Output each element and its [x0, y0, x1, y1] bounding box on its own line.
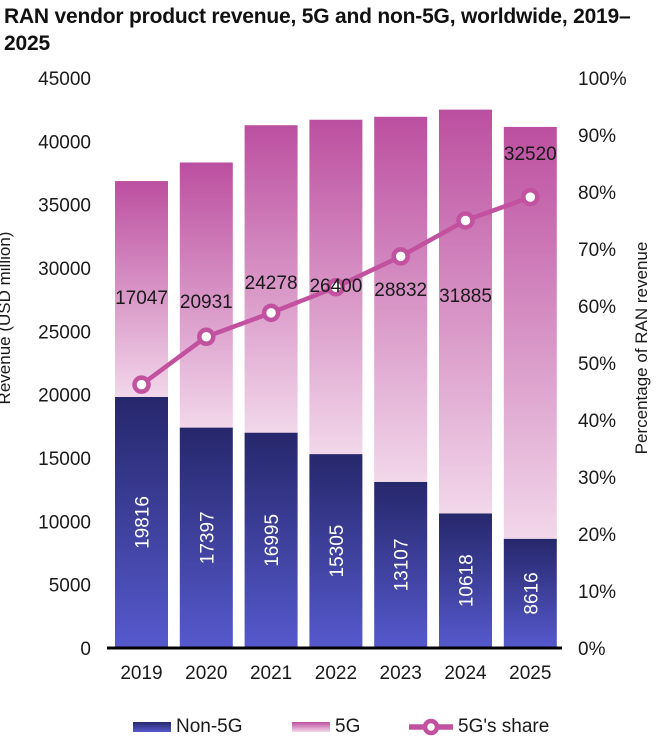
label-non5g-2025: 8616	[521, 572, 542, 614]
right-axis-tick: 30%	[578, 468, 616, 489]
bar-5g-2020	[179, 162, 233, 428]
left-axis-title: Revenue (USD million)	[0, 232, 14, 405]
legend-label-5g: 5G	[335, 716, 361, 737]
right-axis-tick: 40%	[578, 411, 616, 432]
label-non5g-2021: 16995	[262, 514, 283, 567]
label-5g-2023: 28832	[374, 280, 427, 301]
left-axis-tick: 45000	[38, 69, 91, 90]
label-5g-2019: 17047	[115, 288, 168, 309]
x-axis-line	[107, 646, 562, 650]
share-marker-2020	[197, 327, 216, 347]
left-axis-tick: 20000	[38, 386, 91, 407]
right-axis-tick: 60%	[578, 297, 616, 318]
label-non5g-2023: 13107	[392, 539, 413, 592]
label-5g-2022: 26400	[309, 276, 362, 297]
left-axis-tick: 40000	[38, 132, 91, 153]
bar-5g-2021	[244, 125, 298, 433]
label-5g-2024: 31885	[439, 286, 492, 307]
share-marker-2023	[391, 247, 410, 266]
bar-5g-2024	[439, 109, 492, 514]
x-axis-tick: 2019	[120, 663, 162, 684]
label-non5g-2024: 10618	[457, 554, 478, 607]
label-non5g-2019: 19816	[133, 496, 154, 549]
legend: Non-5G 5G 5G's share	[0, 713, 661, 741]
legend-marker-sample	[422, 718, 440, 736]
right-axis-title: Percentage of RAN revenue	[632, 242, 651, 455]
x-axis-tick: 2025	[509, 663, 551, 684]
5g-share-line-marker-icon	[407, 717, 455, 737]
label-non5g-2020: 17397	[197, 511, 218, 564]
right-axis-tick: 50%	[578, 354, 616, 375]
left-axis-tick: 15000	[38, 449, 91, 470]
legend-item-5g-share: 5G's share	[407, 713, 550, 741]
x-axis-tick: 2023	[380, 663, 422, 684]
label-5g-2020: 20931	[180, 292, 233, 313]
bar-non5g-2023	[374, 481, 428, 648]
x-axis-tick: 2020	[185, 663, 227, 684]
left-axis-tick: 35000	[38, 196, 91, 217]
bar-non5g-2019	[115, 396, 168, 648]
share-marker-2021	[261, 303, 281, 323]
chart-title: RAN vendor product revenue, 5G and non-5…	[4, 5, 631, 55]
bar-non5g-2024	[439, 513, 492, 648]
right-axis-tick: 80%	[578, 183, 616, 204]
label-5g-2025: 32520	[504, 144, 557, 165]
bar-5g-2019	[115, 181, 168, 397]
left-axis-tick: 0	[80, 639, 91, 660]
bar-non5g-2022	[309, 454, 363, 648]
bar-non5g-2021	[244, 432, 298, 648]
non5g-swatch-icon	[133, 722, 171, 732]
right-axis-tick: 90%	[578, 126, 616, 147]
bar-5g-2023	[374, 116, 428, 482]
x-axis-tick: 2024	[444, 663, 487, 684]
right-axis-tick: 0%	[578, 639, 606, 660]
5g-swatch-icon	[292, 722, 330, 732]
legend-label-non5g: Non-5G	[176, 716, 243, 737]
share-marker-2019	[132, 375, 151, 394]
left-axis-tick: 25000	[38, 322, 91, 343]
label-5g-2021: 24278	[245, 273, 298, 294]
legend-item-5g: 5G	[292, 713, 360, 741]
share-marker-2025	[521, 187, 540, 207]
left-axis-tick: 10000	[38, 512, 91, 533]
share-marker-2024	[456, 211, 475, 230]
right-axis-tick: 100%	[578, 69, 627, 90]
x-axis-tick: 2022	[315, 663, 357, 684]
share-marker-2022	[326, 277, 346, 297]
left-axis-tick: 30000	[38, 259, 91, 280]
label-non5g-2022: 15305	[327, 525, 348, 578]
x-axis-tick: 2021	[250, 663, 292, 684]
bar-non5g-2025	[503, 538, 557, 648]
left-axis-tick: 5000	[49, 576, 91, 597]
right-axis-tick: 70%	[578, 240, 616, 261]
legend-item-non5g: Non-5G	[133, 713, 243, 741]
right-axis-tick: 20%	[578, 525, 616, 546]
legend-label-5g-share: 5G's share	[458, 716, 550, 737]
bar-non5g-2020	[179, 427, 233, 648]
right-axis-tick: 10%	[578, 582, 616, 603]
